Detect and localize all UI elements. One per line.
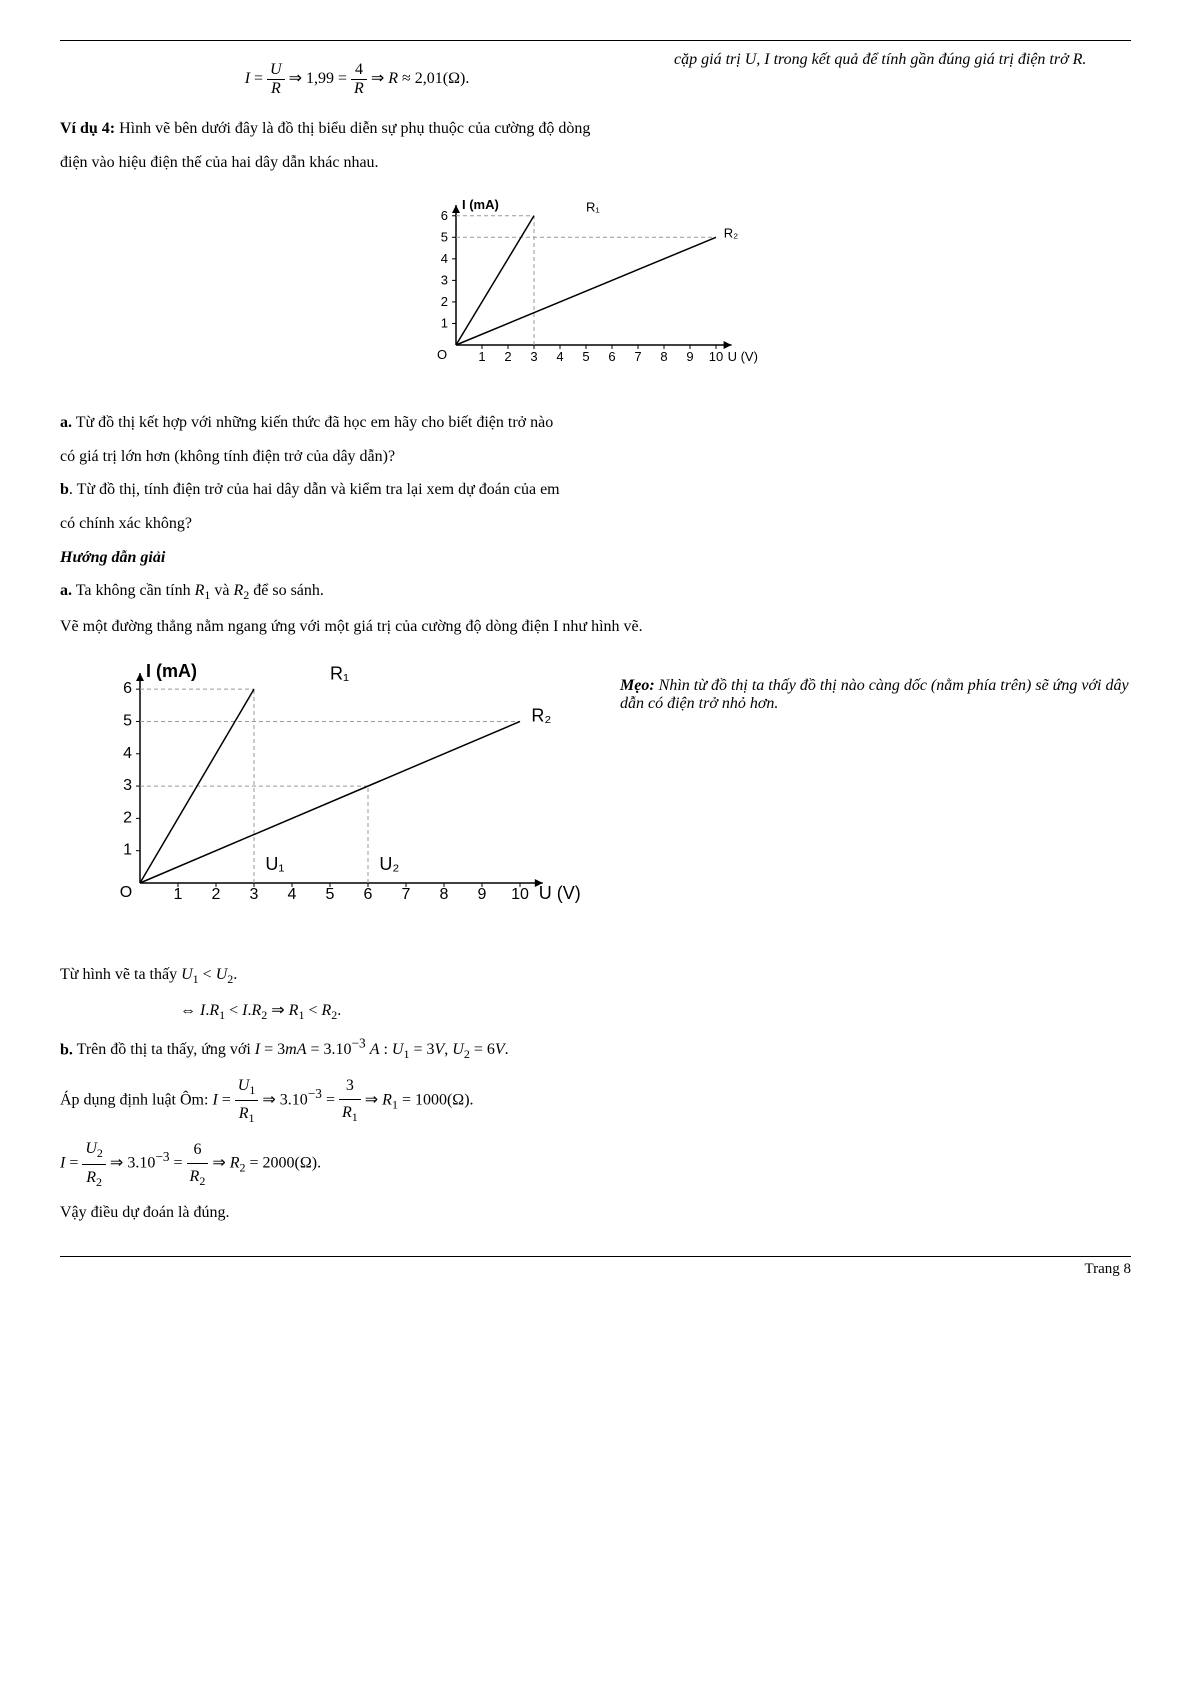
sol-a-p2: Vẽ một đường thẳng nằm ngang ứng với một… [60, 614, 1131, 640]
eq-block: I = UR ⇒ 1,99 = 4R ⇒ R ≈ 2,01(Ω). [60, 51, 654, 108]
tip-text: Nhìn từ đồ thị ta thấy đồ thị nào càng d… [620, 677, 1129, 712]
bottom-rule [60, 1256, 1131, 1257]
b-label: b [60, 481, 69, 498]
sol-a-text: Ta không cần tính R1 và R2 để so sánh. [72, 582, 324, 599]
svg-text:1: 1 [123, 842, 132, 859]
svg-text:U₁: U₁ [265, 854, 284, 874]
svg-text:3: 3 [530, 349, 537, 364]
hdg: Hướng dẫn giải [60, 545, 1131, 571]
tip-label: Mẹo: [620, 677, 655, 694]
sol-a: a. Ta không cần tính R1 và R2 để so sánh… [60, 578, 1131, 605]
ohm-eq1: Áp dụng định luật Ôm: I = U1R1 ⇒ 3.10−3 … [60, 1073, 1131, 1129]
svg-text:2: 2 [440, 294, 447, 309]
svg-text:I (mA): I (mA) [146, 661, 197, 681]
b-text: . Từ đồ thị, tính điện trở của hai dây d… [69, 481, 560, 498]
svg-text:O: O [436, 347, 446, 362]
svg-text:3: 3 [440, 273, 447, 288]
svg-text:4: 4 [440, 251, 447, 266]
svg-text:9: 9 [686, 349, 693, 364]
ohm-eq2: I = U2R2 ⇒ 3.10−3 = 6R2 ⇒ R2 = 2000(Ω). [60, 1136, 1131, 1192]
svg-text:2: 2 [504, 349, 511, 364]
q-b-p1: b. Từ đồ thị, tính điện trở của hai dây … [60, 477, 1131, 503]
sol-b: b. Trên đồ thị ta thấy, ứng với I = 3mA … [60, 1033, 1131, 1065]
vd4-p2: điện vào hiệu điện thế của hai dây dẫn k… [60, 150, 1131, 176]
svg-text:4: 4 [288, 886, 297, 903]
svg-text:7: 7 [634, 349, 641, 364]
svg-text:3: 3 [250, 886, 259, 903]
page-number: Trang 8 [60, 1261, 1131, 1278]
vd4-label: Ví dụ 4: [60, 120, 115, 137]
svg-text:U₂: U₂ [379, 854, 399, 874]
svg-text:5: 5 [123, 713, 132, 730]
vd4-text: Hình vẽ bên dưới đây là đồ thị biểu diễn… [115, 120, 590, 137]
svg-text:2: 2 [123, 810, 132, 827]
svg-text:6: 6 [608, 349, 615, 364]
svg-text:U (V): U (V) [539, 883, 581, 903]
a-text: Từ đồ thị kết hợp với những kiến thức đã… [72, 414, 553, 431]
svg-text:8: 8 [660, 349, 667, 364]
chart-2: 1 2 3 4 5 6 7 8 9 10 1 2 3 4 5 6 O I (mA) U (V) R₁ R₂ U₁ U₂ [100, 653, 600, 948]
ohm-text: Áp dụng định luật Ôm: [60, 1091, 212, 1108]
svg-text:5: 5 [440, 229, 447, 244]
vd4-p1: Ví dụ 4: Hình vẽ bên dưới đây là đồ thị … [60, 116, 1131, 142]
svg-text:R₂: R₂ [723, 225, 737, 240]
svg-text:1: 1 [440, 316, 447, 331]
svg-text:5: 5 [582, 349, 589, 364]
svg-text:7: 7 [402, 886, 411, 903]
sol-a-label: a. [60, 582, 72, 599]
svg-text:4: 4 [123, 745, 132, 762]
svg-text:1: 1 [174, 886, 183, 903]
q-a-p2: có giá trị lớn hơn (không tính điện trở … [60, 444, 1131, 470]
svg-text:3: 3 [123, 777, 132, 794]
from-fig: Từ hình vẽ ta thấy U1 < U2. [60, 962, 1131, 989]
svg-text:R₂: R₂ [531, 706, 551, 726]
imply: ⇔ I.R1 < I.R2 ⇒ R1 < R2. [60, 998, 1131, 1025]
svg-text:9: 9 [478, 886, 487, 903]
svg-text:10: 10 [708, 349, 722, 364]
svg-text:2: 2 [212, 886, 221, 903]
svg-text:6: 6 [440, 208, 447, 223]
q-b-p2: có chính xác không? [60, 511, 1131, 537]
a-label: a. [60, 414, 72, 431]
chart-1: 1 2 3 4 5 6 7 8 9 10 1 2 3 4 5 6 O I (mA) U (V) R₁ R₂ [60, 185, 1131, 400]
svg-text:8: 8 [440, 886, 449, 903]
svg-text:R₁: R₁ [586, 200, 600, 215]
svg-text:1: 1 [478, 349, 485, 364]
svg-text:R₁: R₁ [330, 664, 349, 684]
top-rule [60, 40, 1131, 41]
q-a-p1: a. Từ đồ thị kết hợp với những kiến thức… [60, 410, 1131, 436]
svg-text:10: 10 [511, 886, 529, 903]
svg-text:4: 4 [556, 349, 563, 364]
svg-text:5: 5 [326, 886, 335, 903]
svg-text:I (mA): I (mA) [462, 197, 499, 212]
chart2-row: 1 2 3 4 5 6 7 8 9 10 1 2 3 4 5 6 O I (mA) U (V) R₁ R₂ U₁ U₂ Mẹ… [60, 647, 1131, 954]
svg-text:6: 6 [364, 886, 373, 903]
equation-row: I = UR ⇒ 1,99 = 4R ⇒ R ≈ 2,01(Ω). cặp gi… [60, 51, 1131, 108]
sol-b-label: b. [60, 1041, 73, 1058]
equation-top: I = UR ⇒ 1,99 = 4R ⇒ R ≈ 2,01(Ω). [60, 61, 654, 98]
svg-text:O: O [120, 884, 132, 901]
svg-text:6: 6 [123, 680, 132, 697]
sol-b-text: Trên đồ thị ta thấy, ứng với I = 3mA = 3… [73, 1041, 509, 1058]
svg-text:U (V): U (V) [727, 349, 757, 364]
note-top: cặp giá trị U, I trong kết quả để tính g… [654, 51, 1131, 69]
tip-box: Mẹo: Nhìn từ đồ thị ta thấy đồ thị nào c… [600, 647, 1131, 713]
conclusion: Vậy điều dự đoán là đúng. [60, 1200, 1131, 1226]
